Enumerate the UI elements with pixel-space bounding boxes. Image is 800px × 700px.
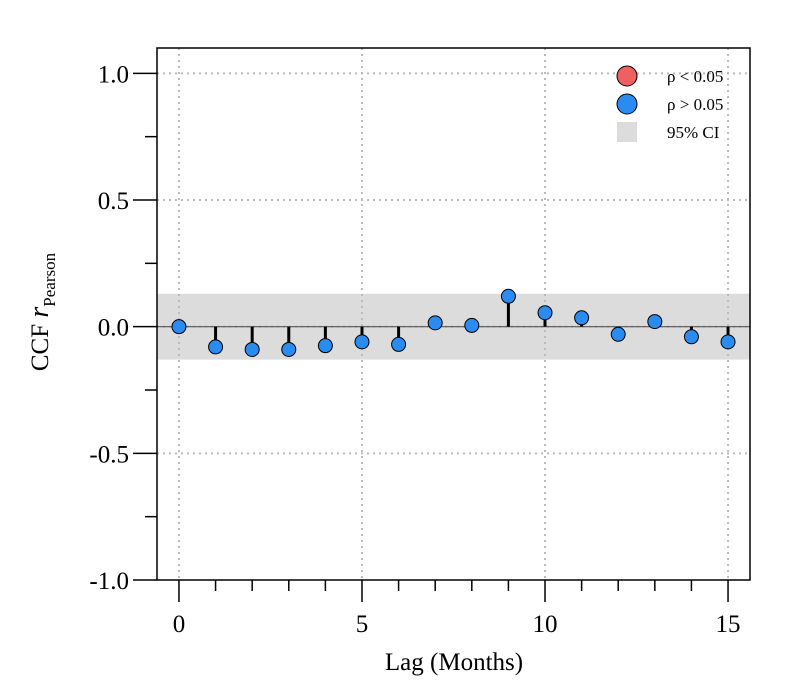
data-point — [427, 315, 443, 331]
y-axis-title-main: CCF — [27, 318, 54, 372]
data-point — [354, 334, 370, 350]
x-tick-label: 15 — [716, 611, 741, 638]
data-point — [647, 314, 663, 330]
data-point — [281, 341, 297, 357]
data-point — [317, 338, 333, 354]
x-axis-title: Lag (Months) — [385, 649, 523, 676]
legend-label: ρ < 0.05 — [667, 67, 723, 86]
data-point — [537, 305, 553, 321]
y-axis-title-subscript: Pearson — [40, 252, 59, 306]
legend-swatch-ci — [617, 122, 637, 142]
y-axis-title-italic: r — [24, 307, 55, 318]
data-point — [171, 319, 187, 335]
legend-swatch-significant — [616, 65, 638, 87]
axes-layer: 1.0 0.5 0.0 -0.5 -1.0 0 5 10 15 — [89, 47, 751, 638]
legend-label: ρ > 0.05 — [667, 95, 723, 114]
data-point — [244, 341, 260, 357]
y-tick-label: -0.5 — [89, 441, 129, 468]
y-tick-label: 0.0 — [98, 315, 129, 342]
data-point — [720, 334, 736, 350]
data-point — [208, 339, 224, 355]
y-tick-label: 0.5 — [98, 188, 129, 215]
data-point — [500, 288, 516, 304]
data-point — [574, 310, 590, 326]
data-point — [683, 329, 699, 345]
y-axis-title: CCF rPearson — [24, 252, 59, 371]
legend-swatch-not-significant — [616, 93, 638, 115]
data-point — [391, 336, 407, 352]
legend: ρ < 0.05 ρ > 0.05 95% CI — [616, 65, 723, 142]
x-tick-label: 0 — [173, 611, 186, 638]
y-tick-label: -1.0 — [89, 568, 129, 595]
data-point — [610, 326, 626, 342]
legend-label: 95% CI — [667, 123, 720, 142]
plot-frame — [156, 47, 751, 581]
point-layer — [171, 288, 736, 357]
x-tick-label: 5 — [356, 611, 369, 638]
data-point — [464, 317, 480, 333]
y-tick-label: 1.0 — [98, 61, 129, 88]
x-tick-label: 10 — [533, 611, 558, 638]
